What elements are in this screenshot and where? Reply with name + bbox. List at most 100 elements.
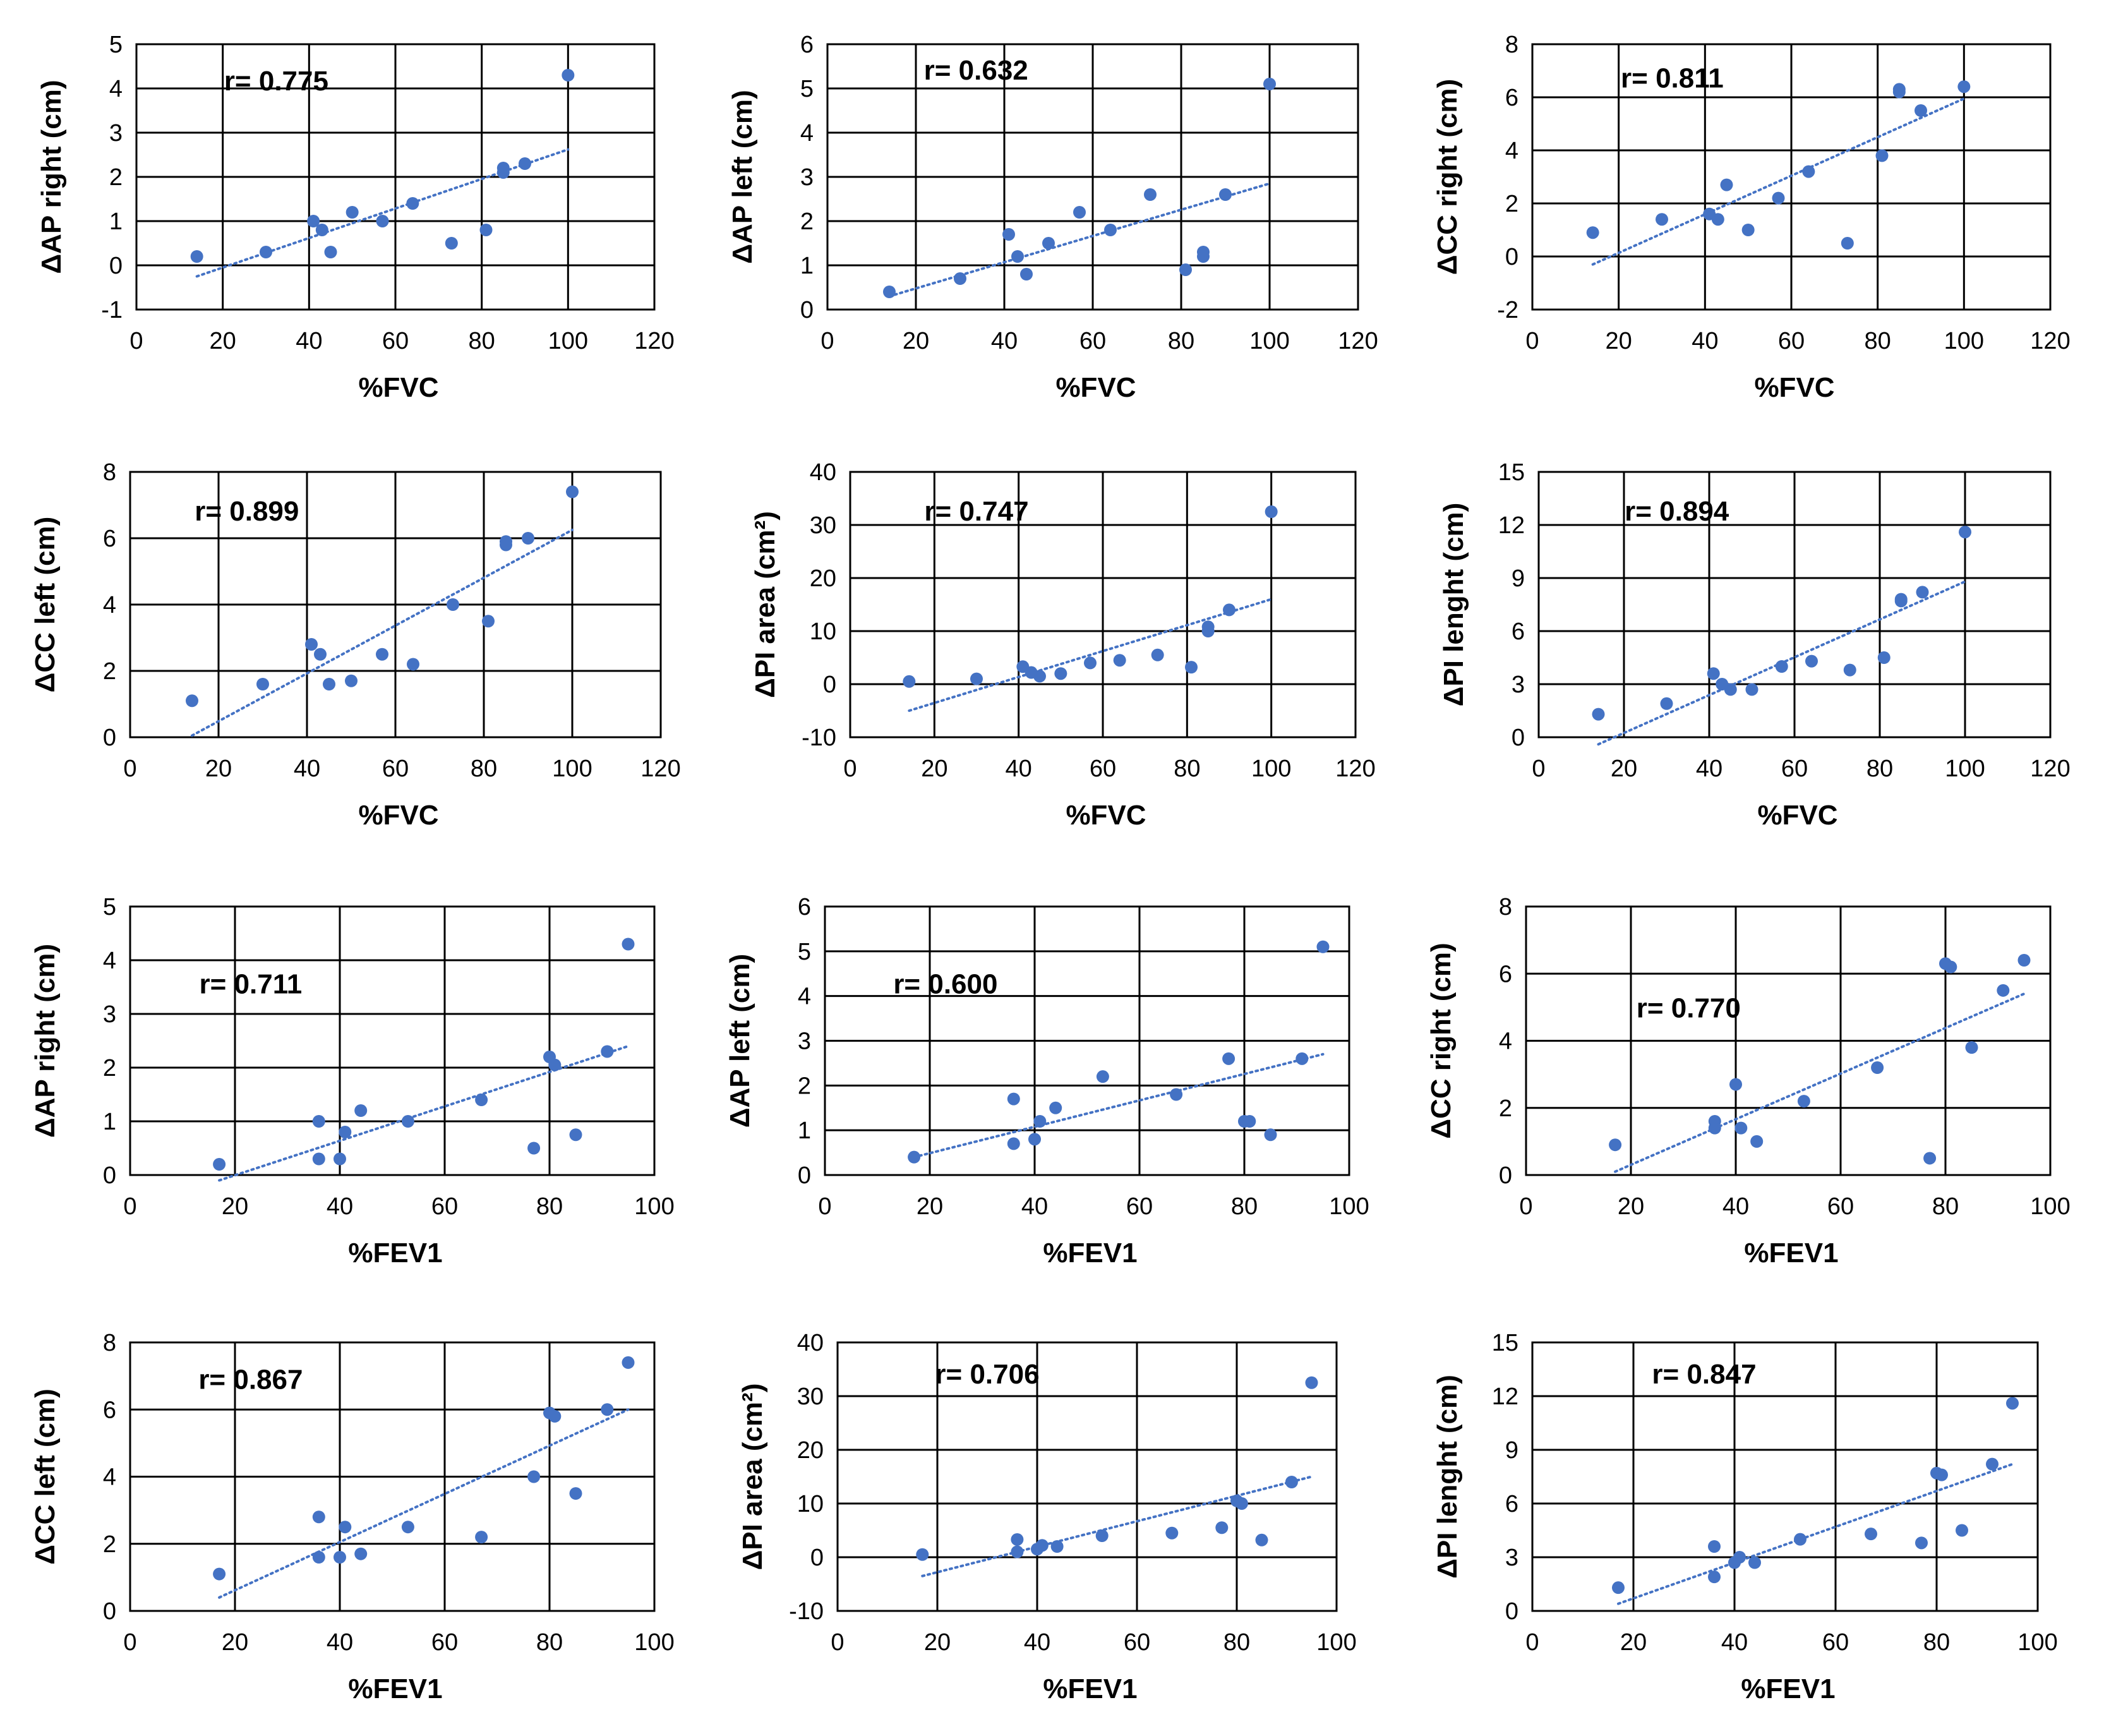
scatter-panel: 0 20 40 60 80 100 0 3 6 9 12 15 %FEV1 ΔPI lenght (cm)… — [1432, 1330, 2058, 1704]
x-tick-label: 60 — [1781, 756, 1808, 782]
data-point — [1185, 661, 1198, 674]
data-point — [1997, 984, 2010, 997]
y-tick-label: 1 — [800, 253, 814, 279]
data-point — [1734, 1121, 1748, 1135]
data-point — [1708, 1121, 1721, 1135]
plot-frame — [1537, 471, 2052, 738]
data-point — [1720, 178, 1733, 191]
x-tick-label: 60 — [1778, 328, 1805, 354]
x-axis-title: %FVC — [1066, 800, 1146, 831]
correlation-label: r= 0.632 — [924, 55, 1028, 86]
y-tick-label: 6 — [103, 526, 116, 552]
data-point — [1144, 188, 1157, 201]
x-tick-label: 60 — [1126, 1193, 1153, 1220]
y-tick-label: 3 — [103, 1001, 116, 1028]
y-tick-label: 5 — [800, 76, 814, 102]
data-point — [1843, 663, 1856, 677]
data-point — [1794, 1533, 1806, 1546]
data-point — [1113, 654, 1126, 667]
data-point — [1170, 1088, 1183, 1101]
scatter-panel: 0 20 40 60 80 100 -10 0 10 20 30 40 %FEV1 ΔPI area (c… — [737, 1330, 1357, 1704]
x-tick-label: 60 — [382, 328, 409, 354]
data-point — [1656, 213, 1668, 226]
y-tick-label: 0 — [823, 672, 836, 698]
data-point — [1011, 1545, 1024, 1558]
data-point — [482, 615, 495, 628]
data-point — [1095, 1529, 1109, 1542]
data-point — [312, 1115, 325, 1128]
data-point — [1255, 1533, 1268, 1546]
data-point — [527, 1142, 541, 1155]
data-point — [1035, 1539, 1049, 1552]
scatter-panel: 0 20 40 60 80 100 120 -2 0 2 4 6 8 %FVC ΔCC right (cm)… — [1432, 32, 2071, 403]
data-point — [1592, 708, 1605, 721]
data-point — [401, 1521, 414, 1534]
data-point — [954, 272, 966, 285]
data-point — [1775, 660, 1788, 673]
x-axis-title: %FEV1 — [348, 1238, 442, 1269]
data-point — [406, 197, 419, 210]
trendline — [218, 1045, 630, 1182]
data-point — [354, 1104, 368, 1117]
trendline — [1614, 992, 2026, 1173]
scatter-panel: 0 20 40 60 80 100 120 -10 0 10 20 30 40 %FVC ΔPI area … — [750, 459, 1376, 831]
y-axis-title: ΔCC right (cm) — [1426, 943, 1457, 1138]
correlation-label: r= 0.899 — [195, 496, 299, 527]
y-tick-label: 12 — [1492, 1383, 1518, 1410]
correlation-label: r= 0.706 — [935, 1359, 1039, 1390]
x-tick-label: 80 — [536, 1629, 563, 1656]
y-axis-title: ΔAP right (cm) — [30, 944, 61, 1138]
data-point — [1875, 149, 1889, 162]
data-point — [601, 1403, 614, 1416]
data-point — [1772, 191, 1785, 205]
data-point — [401, 1115, 414, 1128]
data-point — [1797, 1095, 1810, 1108]
x-tick-label: 60 — [382, 756, 409, 782]
data-point — [1235, 1497, 1248, 1510]
data-point — [324, 246, 337, 258]
data-point — [622, 1356, 635, 1369]
data-point — [1096, 1070, 1109, 1083]
y-axis-title: ΔPI lenght (cm) — [1438, 503, 1469, 707]
plot-frame — [129, 905, 656, 1176]
x-tick-label: 100 — [1944, 328, 1984, 354]
x-tick-label: 60 — [1090, 756, 1116, 782]
x-tick-label: 20 — [222, 1629, 248, 1656]
x-tick-label: 60 — [1827, 1193, 1854, 1220]
y-tick-label: 4 — [103, 948, 116, 974]
y-tick-label: 4 — [800, 120, 814, 147]
y-tick-label: 0 — [1499, 1162, 1512, 1189]
data-point — [339, 1126, 352, 1138]
x-tick-label: 120 — [2030, 328, 2070, 354]
data-point — [1295, 1052, 1309, 1065]
data-point — [312, 1152, 325, 1166]
y-tick-label: 8 — [103, 459, 116, 486]
data-point — [1944, 960, 1957, 973]
x-tick-label: 120 — [2030, 756, 2070, 782]
data-point — [527, 1470, 541, 1483]
data-point — [354, 1547, 368, 1560]
data-point — [1915, 104, 1927, 117]
data-point — [903, 675, 916, 688]
y-tick-label: -1 — [101, 297, 123, 323]
x-axis-title: %FEV1 — [1043, 1238, 1137, 1269]
x-tick-label: 0 — [1532, 756, 1545, 782]
correlation-label: r= 0.847 — [1652, 1359, 1756, 1390]
scatter-panel: 0 20 40 60 80 100 0 2 4 6 8 %FEV1 ΔCC left (cm) r= 0.… — [30, 1330, 675, 1704]
x-tick-label: 40 — [327, 1193, 353, 1220]
y-tick-label: 20 — [810, 565, 836, 592]
data-point — [1033, 1115, 1047, 1128]
x-tick-label: 0 — [831, 1629, 844, 1656]
data-point — [883, 286, 896, 298]
x-tick-label: 100 — [1316, 1629, 1356, 1656]
x-tick-label: 120 — [640, 756, 680, 782]
data-point — [1660, 697, 1673, 710]
y-tick-label: 1 — [109, 208, 123, 235]
data-point — [447, 598, 459, 611]
x-tick-label: 20 — [210, 328, 236, 354]
y-tick-label: 10 — [810, 618, 836, 645]
data-point — [475, 1094, 488, 1106]
x-tick-label: 80 — [469, 328, 495, 354]
data-point — [1042, 237, 1055, 250]
data-point — [1243, 1115, 1256, 1128]
